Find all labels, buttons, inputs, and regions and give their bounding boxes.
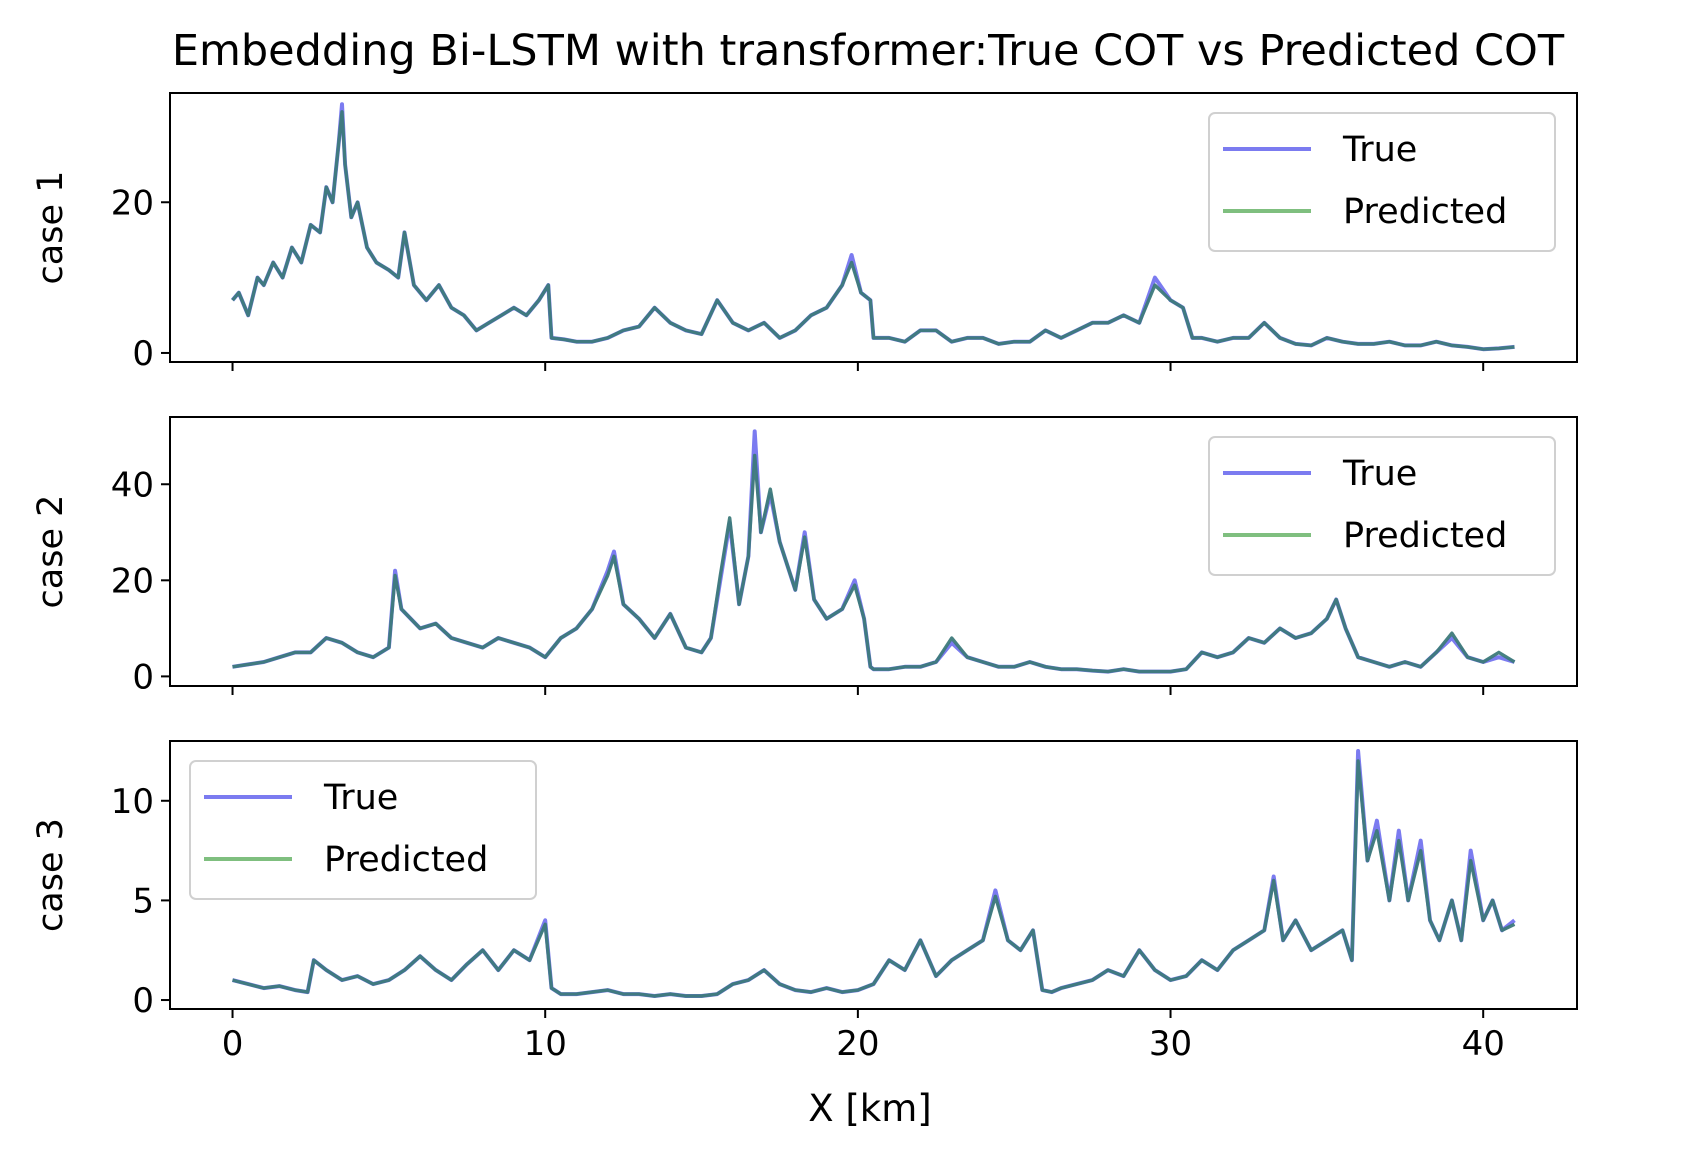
x-tick-label: 30 bbox=[1149, 1024, 1192, 1064]
y-axis-label: case 3 bbox=[31, 818, 71, 932]
y-tick-label: 0 bbox=[132, 657, 154, 697]
y-axis-label: case 2 bbox=[31, 495, 71, 609]
y-tick-label: 20 bbox=[111, 183, 154, 223]
legend: True Predicted bbox=[1208, 436, 1556, 576]
series-line-predicted bbox=[232, 759, 1516, 998]
legend: True Predicted bbox=[1208, 112, 1556, 252]
subplot-case-3: 0 10 20 30 40 0 5 10 case 3 True Predicted bbox=[31, 740, 1578, 1064]
legend-label-true: True bbox=[1342, 454, 1417, 494]
x-tick-label: 0 bbox=[222, 1024, 244, 1064]
legend-label-true: True bbox=[1342, 130, 1417, 170]
legend-label-true: True bbox=[323, 778, 398, 818]
x-tick-label: 10 bbox=[524, 1024, 567, 1064]
x-tick-label: 20 bbox=[836, 1024, 879, 1064]
y-tick-label: 40 bbox=[111, 465, 154, 505]
y-tick-label: 10 bbox=[111, 782, 154, 822]
legend: True Predicted bbox=[189, 760, 537, 900]
x-axis-label: X [km] bbox=[808, 1087, 931, 1130]
subplots: 0 20 case 1 True Predicted 0 20 40 case 2 True Pre… bbox=[31, 92, 1578, 1064]
legend-label-predicted: Predicted bbox=[1343, 192, 1507, 232]
y-tick-label: 20 bbox=[111, 561, 154, 601]
axes-frame bbox=[169, 416, 1578, 687]
subplot-case-1: 0 20 case 1 True Predicted bbox=[31, 92, 1578, 374]
axes-frame bbox=[169, 92, 1578, 363]
series-line-predicted bbox=[232, 453, 1516, 674]
legend-label-predicted: Predicted bbox=[1343, 516, 1507, 556]
y-tick-label: 0 bbox=[132, 981, 154, 1021]
y-axis-label: case 1 bbox=[31, 171, 71, 285]
y-tick-label: 5 bbox=[132, 881, 154, 921]
legend-label-predicted: Predicted bbox=[324, 840, 488, 880]
y-tick-label: 0 bbox=[132, 334, 154, 374]
x-tick-label: 40 bbox=[1462, 1024, 1505, 1064]
axes-frame bbox=[169, 740, 1578, 1010]
series-line-predicted bbox=[231, 110, 1515, 351]
subplot-case-2: 0 20 40 case 2 True Predicted bbox=[31, 416, 1578, 697]
figure-title: Embedding Bi-LSTM with transformer:True … bbox=[172, 26, 1565, 76]
